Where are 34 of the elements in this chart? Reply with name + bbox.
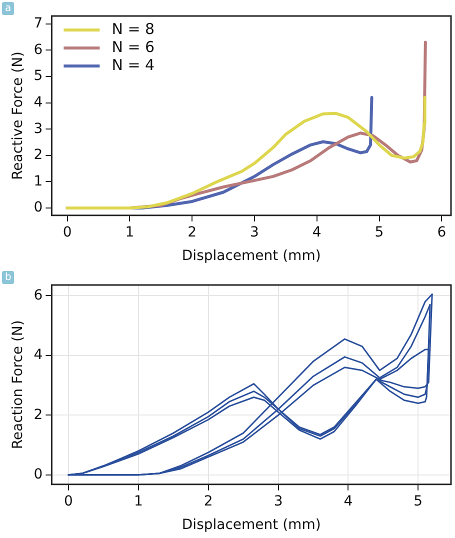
y-axis-title: Reactive Force (N) xyxy=(10,51,26,180)
x-tick-label: 3 xyxy=(274,493,283,510)
y-tick-label: 0 xyxy=(34,200,43,216)
text: b xyxy=(2,271,14,284)
x-tick-label: 1 xyxy=(125,224,134,240)
y-tick-label: 4 xyxy=(34,347,43,364)
x-tick-label: 0 xyxy=(62,224,72,240)
x-tick-label: 3 xyxy=(250,224,259,240)
x-tick-label: 2 xyxy=(188,224,197,240)
x-tick-label: 2 xyxy=(204,493,213,510)
x-tick-label: 6 xyxy=(437,224,446,240)
y-tick-label: 6 xyxy=(34,42,43,58)
y-axis-title: Reaction Force (N) xyxy=(10,320,26,450)
x-tick-label: 0 xyxy=(64,493,73,510)
y-tick-label: 6 xyxy=(34,287,43,304)
x-tick-label: 5 xyxy=(374,224,384,240)
x-tick-label: 4 xyxy=(344,493,353,510)
y-tick-label: 5 xyxy=(34,68,43,84)
y-tick-label: 0 xyxy=(34,466,43,482)
y-tick-label: 2 xyxy=(34,147,43,164)
y-tick-label: 3 xyxy=(34,120,43,137)
x-tick-label: 5 xyxy=(414,493,423,510)
x-axis-title: Displacement (mm) xyxy=(182,248,321,264)
legend-label: N = 6 xyxy=(112,38,155,56)
y-tick-label: 7 xyxy=(34,16,43,32)
legend-label: N = 4 xyxy=(112,56,155,74)
x-tick-label: 4 xyxy=(312,224,322,240)
text: a xyxy=(2,2,14,15)
x-tick-label: 1 xyxy=(134,493,143,510)
x-axis-title: Displacement (mm) xyxy=(182,517,321,534)
legend-label: N = 8 xyxy=(112,20,155,38)
y-tick-label: 2 xyxy=(34,406,43,423)
y-tick-label: 1 xyxy=(34,173,43,190)
y-tick-label: 4 xyxy=(34,94,43,110)
